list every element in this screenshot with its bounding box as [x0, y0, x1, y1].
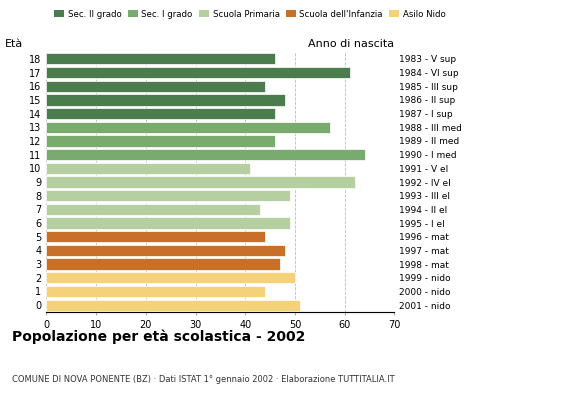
Text: COMUNE DI NOVA PONENTE (BZ) · Dati ISTAT 1° gennaio 2002 · Elaborazione TUTTITAL: COMUNE DI NOVA PONENTE (BZ) · Dati ISTAT… — [12, 375, 394, 384]
Bar — [46, 245, 285, 256]
Bar — [46, 300, 300, 311]
Bar — [46, 80, 265, 92]
Bar — [46, 231, 265, 242]
Bar — [46, 286, 265, 297]
Bar — [46, 272, 295, 283]
Bar — [46, 108, 275, 119]
Bar — [46, 53, 275, 64]
Bar — [46, 176, 354, 188]
Text: Anno di nascita: Anno di nascita — [309, 39, 394, 49]
Bar — [46, 258, 280, 270]
Text: Età: Età — [5, 39, 23, 49]
Bar — [46, 135, 275, 146]
Bar — [46, 149, 365, 160]
Bar — [46, 163, 250, 174]
Bar — [46, 190, 290, 201]
Text: Popolazione per età scolastica - 2002: Popolazione per età scolastica - 2002 — [12, 330, 305, 344]
Bar — [46, 218, 290, 229]
Bar — [46, 67, 350, 78]
Legend: Sec. II grado, Sec. I grado, Scuola Primaria, Scuola dell'Infanzia, Asilo Nido: Sec. II grado, Sec. I grado, Scuola Prim… — [50, 6, 449, 22]
Bar — [46, 94, 285, 106]
Bar — [46, 204, 260, 215]
Bar — [46, 122, 330, 133]
